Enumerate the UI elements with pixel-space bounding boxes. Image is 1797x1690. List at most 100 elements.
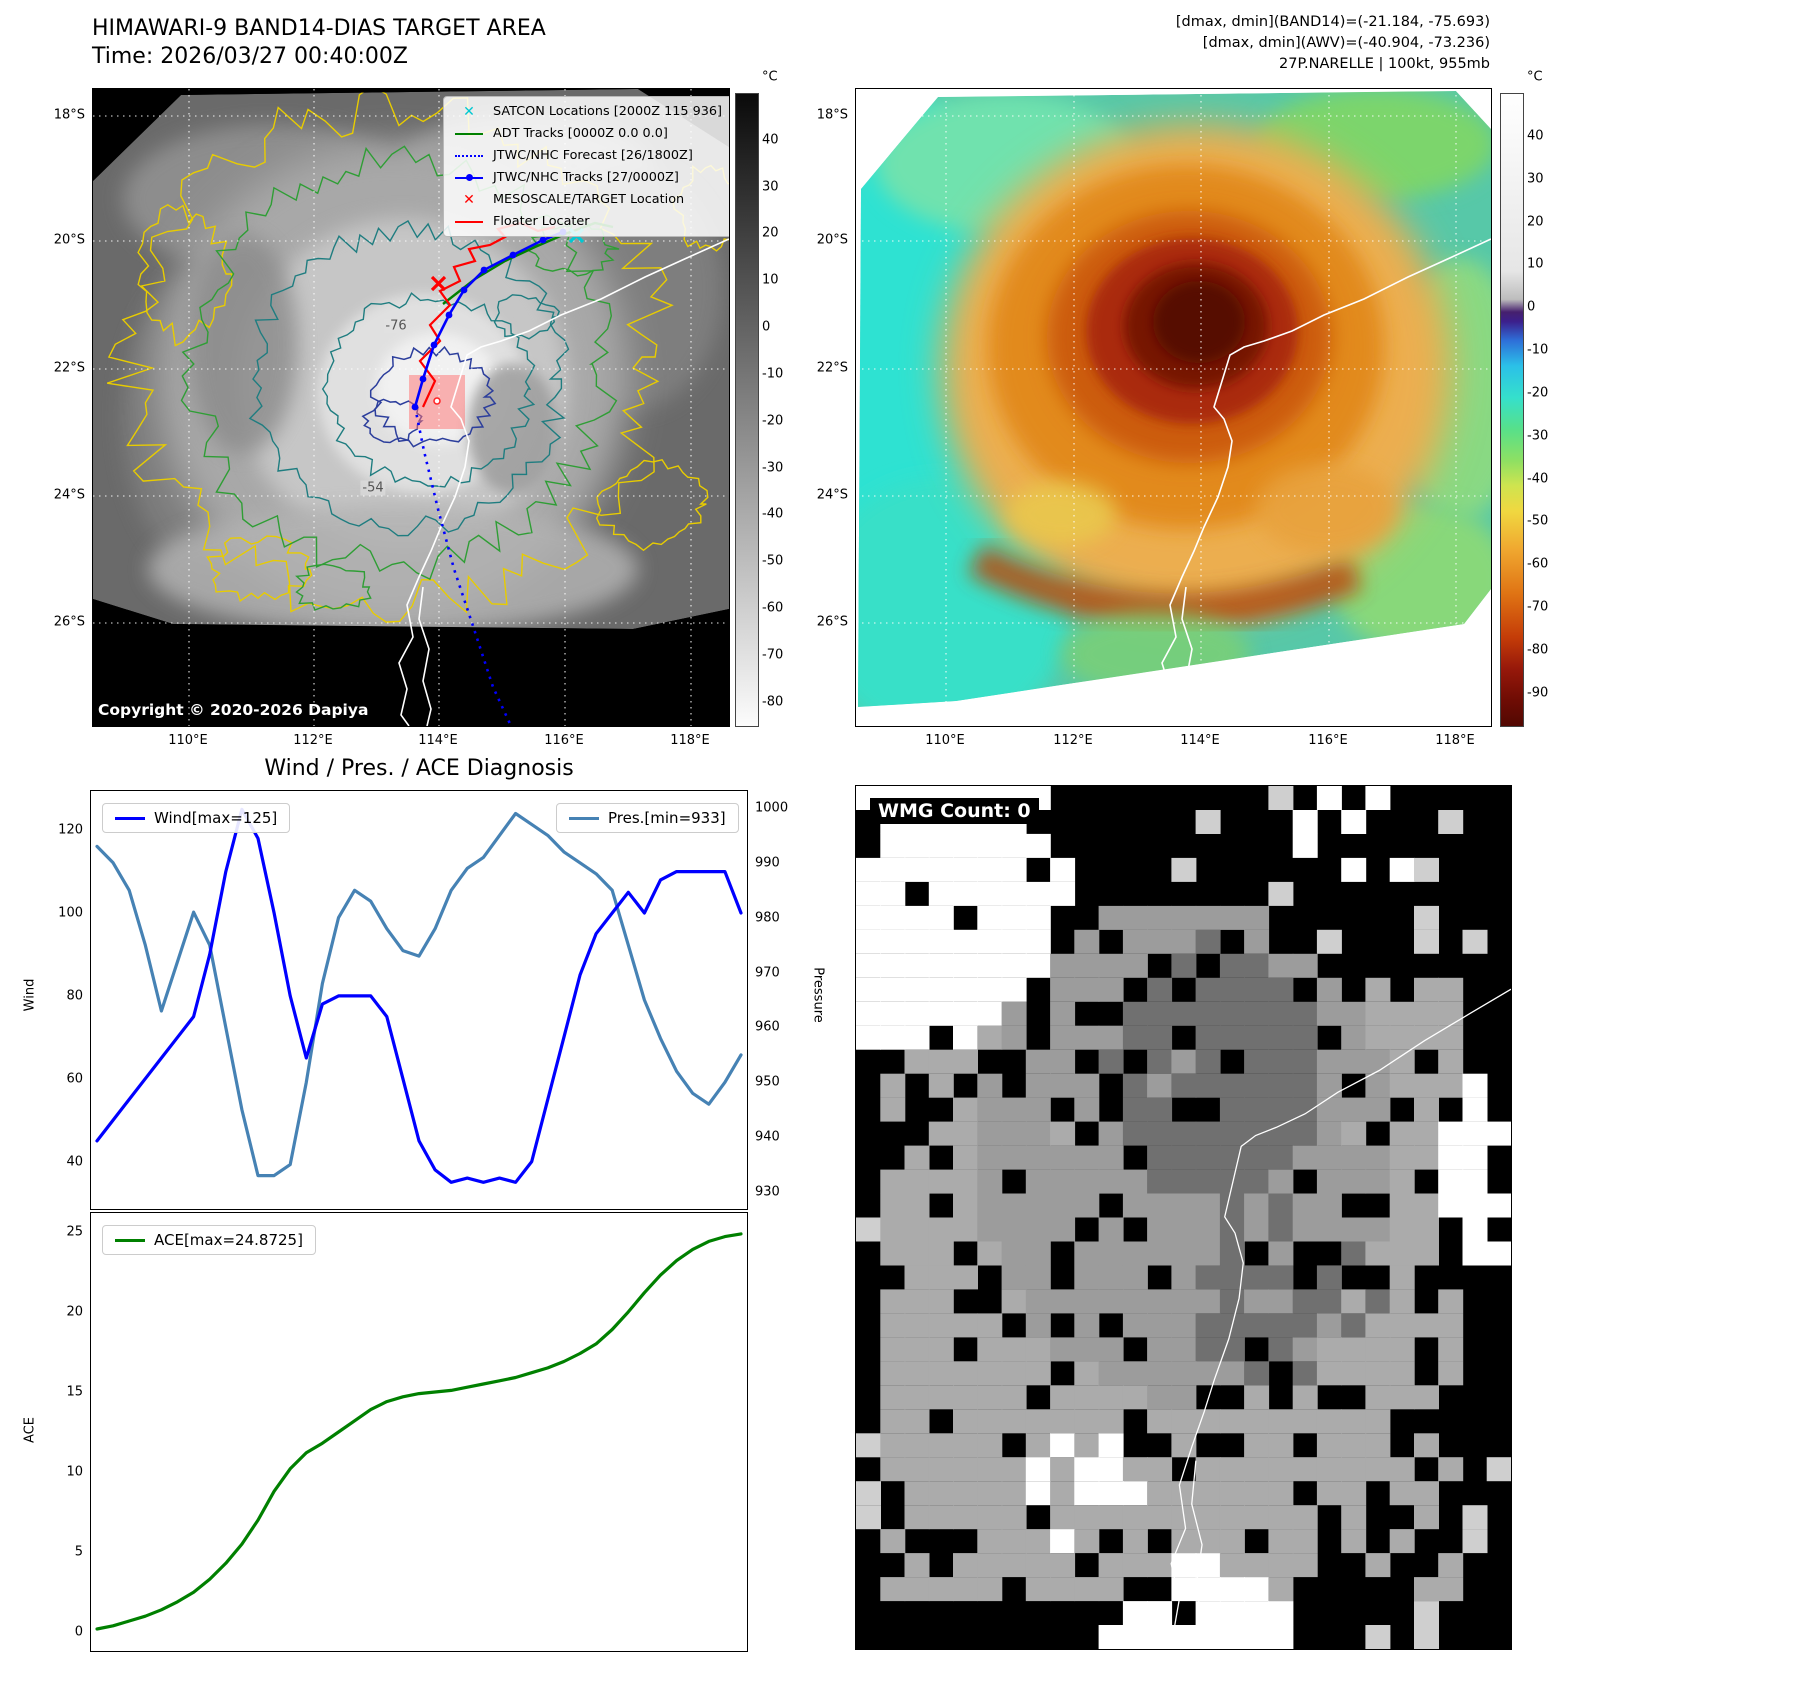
wmg-cell [1292, 1385, 1318, 1410]
wmg-cell [1414, 929, 1439, 954]
wmg-cell [880, 1073, 906, 1098]
wmg-cell [1438, 1001, 1464, 1026]
colorbar-tick-label: -10 [1527, 342, 1549, 358]
wmg-cell [880, 1457, 906, 1482]
wmg-cell [1147, 1361, 1173, 1386]
wmg-cell [928, 905, 954, 930]
awv-map-panel [855, 88, 1492, 727]
wmg-cell [977, 1169, 1003, 1194]
wmg-cell [928, 1385, 954, 1410]
pressure-y-tick-label: 960 [755, 1019, 780, 1035]
wmg-cell [1462, 1505, 1488, 1530]
wmg-cell [1001, 881, 1027, 906]
wmg-cell [904, 1049, 930, 1074]
colorbar-tick-label: -70 [762, 647, 784, 663]
wmg-cell [977, 1337, 1003, 1362]
colorbar-tick-label: 20 [762, 225, 779, 241]
wmg-cell [1244, 1553, 1270, 1578]
wmg-cell [928, 833, 954, 858]
wmg-cell [928, 1241, 954, 1266]
wmg-cell [1122, 1313, 1148, 1338]
wmg-cell [1025, 833, 1051, 858]
legend-item-label: JTWC/NHC Tracks [27/0000Z] [493, 170, 679, 185]
wmg-cell [1098, 1385, 1124, 1410]
wmg-cell [1050, 1001, 1076, 1026]
wmg-cell [977, 1097, 1003, 1122]
wmg-cell [1171, 1073, 1197, 1098]
wmg-cell [1001, 1289, 1027, 1314]
wmg-cell [953, 977, 978, 1002]
wmg-cell [1025, 905, 1051, 930]
wmg-cell [1025, 1169, 1051, 1194]
wmg-cell [1147, 1025, 1173, 1050]
wmg-cell [1389, 1481, 1415, 1506]
wmg-cell [977, 1457, 1003, 1482]
wmg-cell [1292, 1337, 1318, 1362]
lat-tick-label: 26°S [816, 614, 848, 630]
wmg-cell [1316, 1457, 1342, 1482]
wmg-cell [928, 1481, 954, 1506]
contour-line [493, 294, 561, 340]
wmg-cell [1074, 1097, 1100, 1122]
pressure-y-tick-label: 980 [755, 910, 780, 926]
wmg-cell [1292, 1457, 1318, 1482]
wmg-cell [1244, 1577, 1270, 1602]
wmg-cell [1316, 1337, 1342, 1362]
colorbar-tick-label: -90 [1527, 685, 1549, 701]
wmg-cell [1438, 1073, 1464, 1098]
wmg-cell [1462, 929, 1488, 954]
wmg-cell [1341, 810, 1367, 834]
wmg-cell [856, 1505, 881, 1530]
wmg-cell [1147, 1121, 1173, 1146]
wmg-cell [1389, 1385, 1415, 1410]
wmg-cell [1365, 1049, 1391, 1074]
wmg-cell [1171, 1361, 1197, 1386]
wmg-cell [1341, 1049, 1367, 1074]
wmg-cell [1074, 1409, 1100, 1434]
wmg-cell [1365, 1313, 1391, 1338]
wmg-cell [1316, 1097, 1342, 1122]
wmg-cell [1147, 1625, 1173, 1649]
wmg-cell [1001, 1025, 1027, 1050]
wmg-cell [1050, 1505, 1076, 1530]
wmg-cell [1292, 1025, 1318, 1050]
wmg-cell [1001, 1385, 1027, 1410]
wmg-cell [1122, 1025, 1148, 1050]
wmg-cell [1268, 1097, 1294, 1122]
wmg-cell [880, 977, 906, 1002]
wmg-cell [1122, 905, 1148, 930]
wmg-cell [1001, 1217, 1027, 1242]
wmg-cell [1122, 1505, 1148, 1530]
wmg-cell [1050, 1289, 1076, 1314]
wmg-cell [1316, 1193, 1342, 1218]
wmg-cell [1414, 1313, 1439, 1338]
wmg-cell [1219, 1409, 1245, 1434]
contour-line [137, 203, 233, 347]
wmg-cell [1025, 1481, 1051, 1506]
wmg-cell [1122, 1289, 1148, 1314]
wmg-cell [1098, 1241, 1124, 1266]
wmg-cell [1389, 857, 1415, 882]
wmg-cell [1195, 1313, 1221, 1338]
wmg-cell [953, 1313, 978, 1338]
wmg-cell [1219, 1073, 1245, 1098]
wmg-cell [1438, 1289, 1464, 1314]
wmg-cell [880, 905, 906, 930]
wmg-cell [1001, 1097, 1027, 1122]
contour-line [206, 535, 313, 603]
wmg-cell [1001, 977, 1027, 1002]
wmg-cell [880, 1193, 906, 1218]
wmg-cell [1268, 1169, 1294, 1194]
wmg-cell [928, 1265, 954, 1290]
wmg-cell [1244, 953, 1270, 978]
wmg-cell [880, 1001, 906, 1026]
wmg-cell [1098, 905, 1124, 930]
wmg-cell [1389, 1001, 1415, 1026]
wmg-cell [1171, 1241, 1197, 1266]
wmg-cell [1195, 905, 1221, 930]
wmg-cell [1389, 1025, 1415, 1050]
wmg-cell [928, 857, 954, 882]
wmg-cell [1462, 1073, 1488, 1098]
wmg-cell [1050, 1529, 1076, 1554]
wmg-cell [1268, 1073, 1294, 1098]
